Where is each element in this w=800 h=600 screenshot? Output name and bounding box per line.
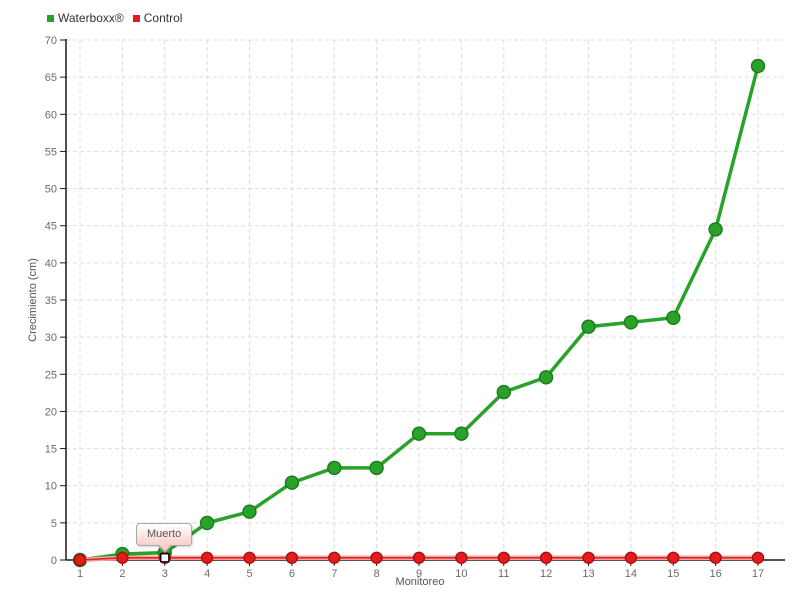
x-tick-label: 2 (119, 568, 125, 580)
legend-label-waterboxx: Waterboxx® (58, 11, 124, 25)
x-tick-label: 5 (246, 568, 252, 580)
x-tick-label: 11 (498, 568, 509, 580)
y-tick-label: 40 (45, 258, 57, 270)
data-point-control-6[interactable] (285, 551, 299, 564)
y-tick-label: 50 (45, 184, 57, 196)
data-point-control-8[interactable] (370, 551, 383, 564)
y-tick-label: 55 (45, 146, 57, 158)
x-tick-label: 3 (162, 568, 168, 580)
data-point-control-12[interactable] (539, 551, 553, 564)
data-point-control-1[interactable] (73, 553, 87, 567)
y-tick-label: 10 (45, 481, 57, 493)
y-tick-label: 45 (45, 221, 57, 233)
data-point-waterboxx-5[interactable] (242, 504, 257, 519)
y-tick-label: 60 (45, 109, 57, 121)
legend-label-control: Control (143, 11, 183, 25)
y-tick-label: 35 (45, 295, 57, 307)
x-tick-label: 7 (331, 568, 337, 580)
y-tick-label: 15 (45, 444, 57, 456)
data-point-control-10[interactable] (455, 551, 468, 564)
data-point-control-2[interactable] (116, 551, 129, 564)
x-tick-label: 9 (416, 568, 422, 580)
y-tick-label: 0 (51, 555, 57, 567)
data-point-waterboxx-10[interactable] (454, 426, 469, 441)
x-tick-label: 15 (667, 568, 679, 580)
data-point-waterboxx-9[interactable] (411, 426, 427, 441)
data-point-control-5[interactable] (243, 551, 256, 564)
x-tick-label: 17 (752, 568, 764, 580)
x-tick-label: 13 (582, 568, 594, 580)
data-point-control-16[interactable] (709, 551, 722, 564)
legend-item-waterboxx[interactable]: Waterboxx® (47, 11, 124, 25)
annotation-tooltip: Muerto (136, 523, 193, 553)
y-axis-title: Crecimiento (cm) (27, 258, 39, 342)
x-tick-label: 14 (625, 568, 637, 580)
annotation-text: Muerto (147, 528, 182, 540)
data-point-control-14[interactable] (624, 551, 638, 564)
y-tick-label: 25 (45, 369, 57, 381)
legend-item-control[interactable]: Control (132, 11, 183, 25)
y-tick-label: 70 (45, 35, 57, 47)
x-tick-label: 4 (204, 568, 210, 580)
data-point-waterboxx-14[interactable] (623, 315, 639, 330)
data-point-waterboxx-8[interactable] (369, 460, 384, 476)
data-point-waterboxx-16[interactable] (708, 222, 723, 237)
x-tick-label: 6 (289, 568, 295, 580)
data-point-waterboxx-11[interactable] (496, 384, 511, 400)
dead-point-marker[interactable] (160, 553, 170, 563)
data-point-waterboxx-4[interactable] (199, 515, 215, 531)
data-point-waterboxx-7[interactable] (327, 460, 342, 476)
x-axis-title: Monitoreo (396, 576, 445, 588)
x-tick-label: 16 (710, 568, 722, 580)
x-tick-label: 8 (374, 568, 380, 580)
data-point-control-15[interactable] (667, 551, 680, 564)
data-point-control-4[interactable] (200, 551, 214, 564)
legend: Waterboxx® Control (47, 11, 182, 25)
data-point-control-9[interactable] (412, 551, 426, 564)
data-point-control-7[interactable] (328, 551, 341, 564)
y-tick-label: 20 (45, 406, 57, 418)
y-tick-label: 30 (45, 332, 57, 344)
data-point-waterboxx-12[interactable] (538, 370, 554, 385)
data-point-control-17[interactable] (751, 551, 765, 564)
data-point-waterboxx-6[interactable] (284, 475, 300, 490)
data-point-control-11[interactable] (497, 551, 510, 564)
x-tick-label: 12 (540, 568, 552, 580)
data-point-control-13[interactable] (582, 551, 595, 564)
data-point-waterboxx-15[interactable] (666, 310, 681, 325)
data-point-waterboxx-13[interactable] (581, 319, 596, 334)
data-point-waterboxx-17[interactable] (750, 58, 766, 74)
legend-swatch-control (132, 14, 140, 22)
y-tick-label: 65 (45, 72, 57, 84)
legend-swatch-waterboxx (47, 14, 54, 22)
x-tick-label: 1 (77, 568, 83, 580)
y-tick-label: 5 (51, 518, 57, 530)
x-tick-label: 10 (455, 568, 467, 580)
